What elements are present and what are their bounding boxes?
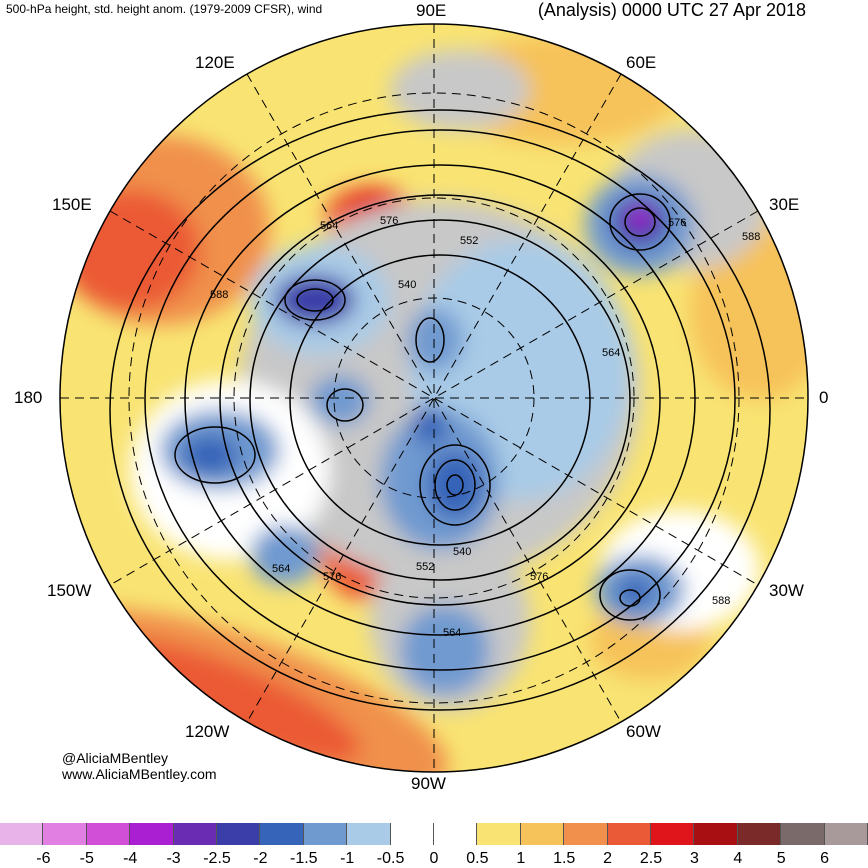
colorbar-swatch	[434, 823, 478, 845]
map-border	[59, 23, 809, 773]
map-subtitle: 500-hPa height, std. height anom. (1979-…	[6, 2, 323, 16]
credit-website: www.AliciaMBentley.com	[62, 766, 217, 782]
colorbar-swatch	[824, 823, 868, 845]
colorbar-tick-label: 4	[733, 850, 743, 867]
lon-label-180: 180	[14, 388, 43, 407]
map-title: (Analysis) 0000 UTC 27 Apr 2018	[537, 0, 806, 20]
colorbar-tick-label: 5	[776, 850, 786, 867]
polar-map: 564 576 552 588 540 576 588 564 540 552 576 564 576 5…	[59, 23, 809, 773]
colorbar-tick-label: 0	[429, 850, 439, 867]
lon-label-30w: 30W	[769, 581, 804, 600]
contour-label: 588	[742, 231, 760, 243]
lon-label-120e: 120E	[195, 53, 235, 72]
contour-label: 564	[272, 563, 290, 575]
lon-label-150e: 150E	[52, 195, 92, 214]
colorbar: -6 -5 -4 -3 -2.5 -2 -1.5 -1 -0.5 0 0.5 1 1.5 2 2.5 3 4 5 6	[0, 823, 868, 867]
graticule	[60, 24, 808, 772]
contour-label: 540	[453, 546, 471, 558]
lon-label-90w: 90W	[411, 774, 446, 793]
lon-label-120w: 120W	[185, 722, 230, 741]
colorbar-swatch	[477, 823, 521, 845]
contour-label: 576	[380, 215, 398, 227]
contour-label: 564	[602, 347, 620, 359]
colorbar-swatch	[390, 823, 434, 845]
contour-label: 540	[398, 279, 416, 291]
contour-label: 588	[210, 289, 228, 301]
colorbar-tick-label: -3	[166, 850, 181, 867]
colorbar-tick-label: -4	[123, 850, 138, 867]
lon-label-60w: 60W	[626, 722, 661, 741]
contour-label: 564	[443, 627, 461, 639]
colorbar-tick-label: -5	[79, 850, 94, 867]
colorbar-tick-label: -1.5	[290, 850, 318, 867]
colorbar-swatch	[130, 823, 174, 845]
colorbar-swatch	[86, 823, 131, 845]
colorbar-tick-label: -1	[340, 850, 355, 867]
colorbar-swatch	[520, 823, 565, 845]
colorbar-tick-label: 2	[603, 850, 613, 867]
colorbar-tick-label: -6	[36, 850, 51, 867]
colorbar-swatch	[347, 823, 391, 845]
colorbar-tick-label: 2.5	[639, 850, 663, 867]
lon-label-90e: 90E	[416, 1, 447, 20]
colorbar-swatch	[781, 823, 825, 845]
colorbar-swatch	[43, 823, 87, 845]
contour-label: 576	[530, 571, 548, 583]
contour-label: 552	[416, 561, 434, 573]
colorbar-swatch	[260, 823, 304, 845]
colorbar-swatch	[737, 823, 782, 845]
height-contours	[109, 109, 771, 711]
lon-label-60e: 60E	[626, 53, 657, 72]
colorbar-swatch	[607, 823, 651, 845]
colorbar-tick-label: -2.5	[203, 850, 231, 867]
colorbar-tick-label: 1.5	[553, 850, 576, 867]
colorbar-swatch	[651, 823, 695, 845]
contour-label: 576	[323, 571, 341, 583]
lon-label-150w: 150W	[47, 581, 92, 600]
credit-handle: @AliciaMBentley	[62, 750, 169, 766]
lon-label-0: 0	[819, 388, 829, 407]
contour-label: 576	[668, 217, 686, 229]
lon-label-30e: 30E	[769, 195, 800, 214]
colorbar-swatch	[0, 823, 44, 845]
colorbar-tick-label: 3	[689, 850, 699, 867]
colorbar-tick-label: -2	[253, 850, 268, 867]
colorbar-tick-label: 6	[820, 850, 830, 867]
colorbar-tick-label: -0.5	[376, 850, 405, 867]
contour-label-group: 564 576 552 588 540 576 588 564 540 552 576 564 576 5…	[210, 215, 760, 639]
contour-label: 564	[320, 220, 338, 232]
colorbar-tick-label: 0.5	[466, 850, 489, 867]
contour-label: 588	[712, 595, 730, 607]
colorbar-swatch	[217, 823, 261, 845]
colorbar-tick-label: 1	[516, 850, 526, 867]
colorbar-swatch	[303, 823, 348, 845]
colorbar-swatch	[173, 823, 217, 845]
colorbar-swatch	[694, 823, 738, 845]
colorbar-swatch	[564, 823, 608, 845]
contour-label: 552	[460, 235, 478, 247]
